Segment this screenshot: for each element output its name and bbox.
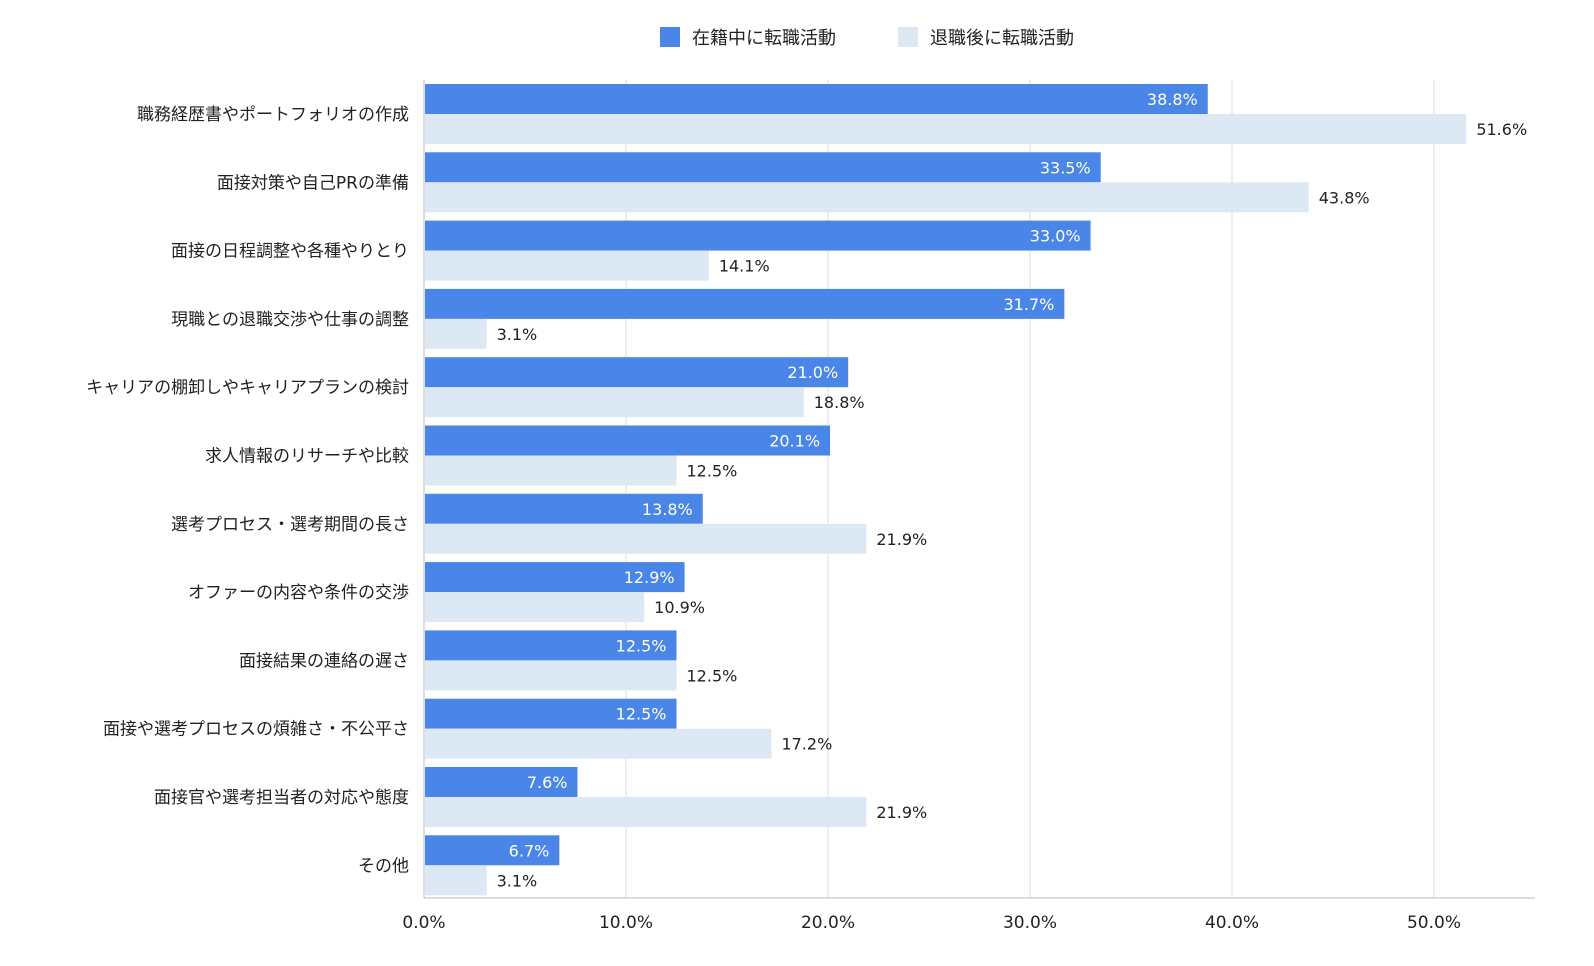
data-label-series-2: 14.1% [719, 257, 770, 276]
chart-gridlines [625, 80, 1435, 898]
category-labels: 職務経歴書やポートフォリオの作成面接対策や自己PRの準備面接の日程調整や各種やり… [86, 105, 409, 876]
bar-series-2 [425, 660, 677, 691]
data-label-series-1: 13.8% [642, 500, 693, 519]
data-label-series-1: 20.1% [769, 432, 820, 451]
data-label-series-1: 12.5% [616, 705, 667, 724]
x-tick-labels: 0.0% 10.0% 20.0% 30.0% 40.0% 50.0% [402, 913, 1461, 933]
bar-series-1 [425, 357, 849, 388]
data-label-series-1: 38.8% [1147, 90, 1198, 109]
bar-series-1 [425, 152, 1101, 183]
bar-series-2 [425, 865, 487, 896]
x-tick-label: 30.0% [1003, 913, 1057, 933]
bar-series-1 [425, 767, 578, 797]
data-label-series-1: 31.7% [1004, 295, 1055, 314]
data-label-series-1: 7.6% [527, 773, 568, 792]
data-label-series-2: 12.5% [687, 666, 738, 685]
data-label-series-2: 17.2% [781, 735, 832, 754]
x-tick-label: 10.0% [599, 913, 653, 933]
x-tick-label: 0.0% [402, 913, 445, 933]
bar-series-2 [425, 797, 867, 827]
bar-series-1 [425, 562, 685, 593]
legend-swatch-series-1 [660, 27, 680, 47]
bar-series-2 [425, 250, 709, 281]
bar-series-2 [425, 387, 804, 418]
bar-series-1 [425, 698, 677, 729]
category-label: その他 [358, 856, 409, 876]
bar-series-1 [425, 220, 1091, 251]
data-label-series-2: 43.8% [1319, 188, 1370, 207]
data-label-series-2: 21.9% [876, 530, 927, 549]
data-label-series-2: 21.9% [876, 803, 927, 822]
category-label: オファーの内容や条件の交渉 [188, 583, 409, 603]
chart-legend: 在籍中に転職活動 退職後に転職活動 [660, 27, 1074, 49]
bar-series-1 [425, 425, 831, 456]
category-label: 面接対策や自己PRの準備 [217, 173, 409, 193]
category-label: 現職との退職交渉や仕事の調整 [171, 310, 409, 330]
data-label-series-1: 21.0% [787, 363, 838, 382]
data-label-series-2: 10.9% [654, 598, 705, 617]
chart-axes [423, 80, 1535, 899]
category-label: 職務経歴書やポートフォリオの作成 [137, 105, 409, 125]
bar-series-1 [425, 493, 703, 524]
bar-series-2 [425, 523, 867, 554]
chart-bars: 38.8% 51.6% 33.5% 43.8% 33.0% 14.1% 31.7% 3.1% 2… [425, 84, 1527, 896]
category-label: 面接の日程調整や各種やりとり [171, 242, 409, 262]
data-label-series-1: 33.0% [1030, 227, 1081, 246]
data-label-series-2: 18.8% [814, 393, 865, 412]
data-label-series-2: 51.6% [1476, 120, 1527, 139]
data-label-series-1: 33.5% [1040, 158, 1091, 177]
category-label: 面接官や選考担当者の対応や態度 [154, 788, 409, 808]
data-label-series-1: 12.9% [624, 568, 675, 587]
x-tick-label: 50.0% [1407, 913, 1461, 933]
category-label: 求人情報のリサーチや比較 [205, 447, 409, 467]
data-label-series-1: 12.5% [616, 636, 667, 655]
bar-series-2 [425, 728, 772, 759]
bar-series-2 [425, 592, 645, 623]
bar-series-2 [425, 455, 677, 486]
category-label: 面接結果の連絡の遅さ [239, 651, 409, 671]
x-tick-label: 40.0% [1205, 913, 1259, 933]
bar-series-2 [425, 182, 1309, 213]
category-label: 選考プロセス・選考期間の長さ [171, 515, 409, 535]
bar-series-2 [425, 114, 1467, 144]
bar-series-2 [425, 318, 487, 349]
bar-series-1 [425, 288, 1065, 319]
data-label-series-2: 12.5% [687, 462, 738, 481]
legend-label-series-2: 退職後に転職活動 [930, 28, 1074, 49]
data-label-series-1: 6.7% [509, 841, 550, 860]
data-label-series-2: 3.1% [497, 871, 538, 890]
x-tick-label: 20.0% [801, 913, 855, 933]
legend-swatch-series-2 [898, 27, 918, 47]
bar-series-1 [425, 630, 677, 661]
legend-label-series-1: 在籍中に転職活動 [692, 28, 836, 49]
data-label-series-2: 3.1% [497, 325, 538, 344]
category-label: キャリアの棚卸しやキャリアプランの検討 [86, 378, 409, 398]
category-label: 面接や選考プロセスの煩雑さ・不公平さ [103, 720, 409, 740]
bar-series-1 [425, 835, 560, 866]
bar-series-1 [425, 84, 1208, 114]
